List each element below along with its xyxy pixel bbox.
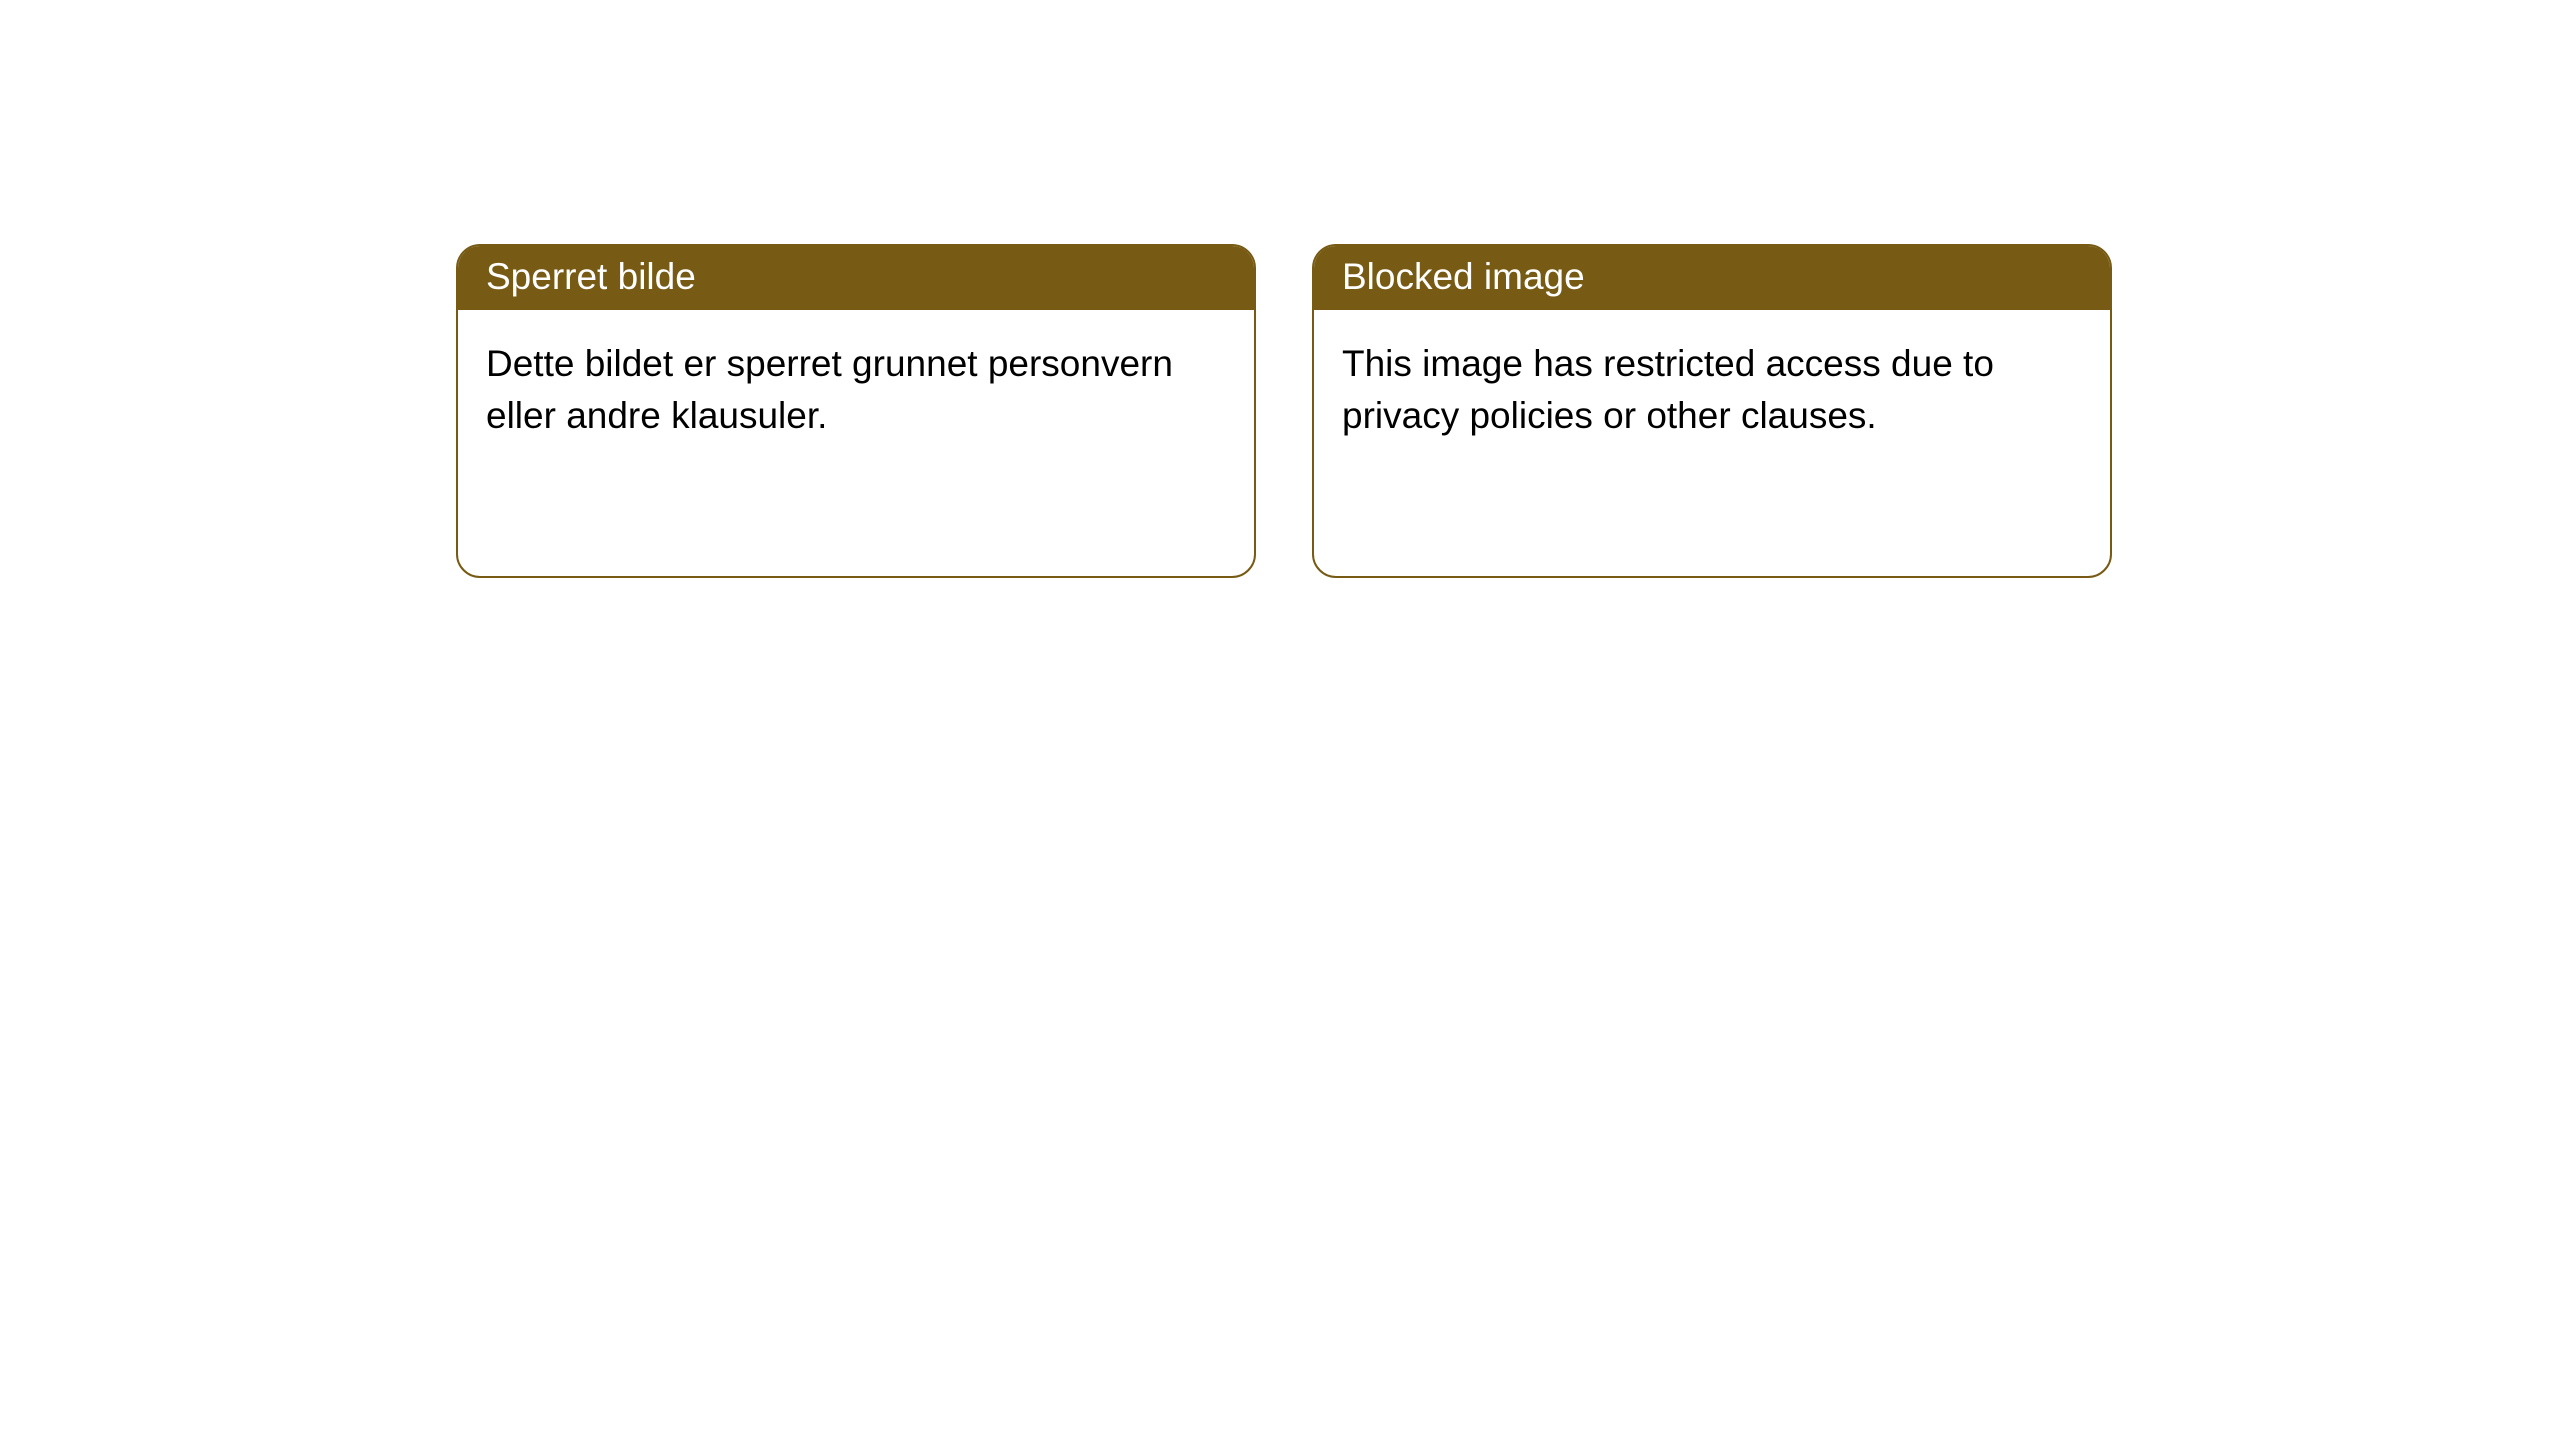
notice-container: Sperret bilde Dette bildet er sperret gr… [0,0,2560,578]
card-header: Blocked image [1314,246,2110,310]
card-title: Sperret bilde [486,256,696,297]
notice-card-english: Blocked image This image has restricted … [1312,244,2112,578]
card-title: Blocked image [1342,256,1585,297]
card-body-text: This image has restricted access due to … [1342,343,1994,436]
card-body: This image has restricted access due to … [1314,310,2110,470]
card-body: Dette bildet er sperret grunnet personve… [458,310,1254,470]
card-body-text: Dette bildet er sperret grunnet personve… [486,343,1173,436]
notice-card-norwegian: Sperret bilde Dette bildet er sperret gr… [456,244,1256,578]
card-header: Sperret bilde [458,246,1254,310]
